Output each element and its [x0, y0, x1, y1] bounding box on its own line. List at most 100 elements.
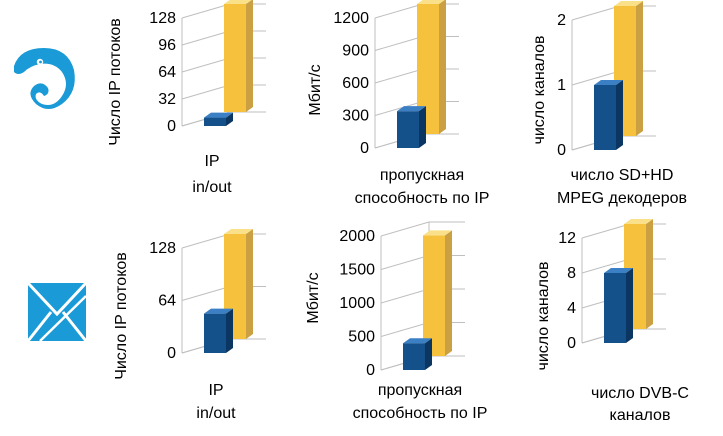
- y-tick-label: 12: [558, 230, 576, 247]
- chart-2: 0 300 600 900 1200 Мбит/с пропускная способност…: [307, 0, 489, 207]
- bar-gold-top: [224, 0, 252, 4]
- bar-blue: [604, 268, 633, 343]
- bar-gold: [224, 0, 253, 112]
- y-axis-label: Число IP потоков: [107, 18, 124, 146]
- y-tick-label: 900: [342, 43, 369, 60]
- y-axis-label: Число IP потоков: [113, 252, 130, 380]
- bar-blue-front: [204, 117, 226, 126]
- gridline-side: [374, 101, 424, 116]
- x-axis-label: число DVB-C: [591, 385, 689, 402]
- bar-gold-side: [445, 230, 452, 356]
- envelope-logo-icon: [26, 281, 88, 342]
- y-tick-label: 300: [342, 108, 369, 125]
- gridline-side: [181, 84, 231, 100]
- gridline-side: [571, 70, 621, 86]
- x-axis-label: число SD+HD: [571, 167, 674, 184]
- bar-gold: [423, 230, 452, 356]
- bar-gold-side: [646, 219, 653, 329]
- y-tick-label: 0: [366, 362, 375, 379]
- x-axis-label: пропускная: [378, 382, 462, 399]
- gridline-side: [380, 322, 430, 337]
- bar-gold-side: [636, 1, 643, 136]
- y-tick-label: 8: [567, 265, 576, 282]
- y-tick-label: 0: [167, 118, 176, 135]
- y-tick-label: 0: [360, 140, 369, 157]
- bar-gold-side: [439, 0, 446, 134]
- bar-gold-top: [423, 230, 452, 236]
- y-tick-label: 500: [348, 329, 375, 346]
- chameleon-logo-icon: [14, 48, 75, 109]
- bar-blue-side: [626, 268, 633, 343]
- gridline-side: [380, 221, 430, 237]
- x-axis-label: пропускная: [380, 167, 464, 184]
- bar-gold-side: [246, 229, 253, 339]
- bar-blue-top: [604, 268, 633, 273]
- bar-blue-front: [204, 313, 226, 353]
- bar-blue-front: [403, 343, 425, 370]
- y-tick-label: 0: [557, 142, 566, 159]
- gridline-side: [181, 57, 231, 73]
- y-axis-label: число каналов: [535, 261, 552, 370]
- bar-blue-top: [397, 106, 426, 112]
- bar-blue-top: [204, 112, 233, 118]
- bar-blue-side: [419, 106, 426, 148]
- x-axis-label: IP: [204, 153, 219, 170]
- y-axis-label: Мбит/с: [305, 272, 322, 323]
- bar-blue: [403, 338, 432, 370]
- y-tick-label: 600: [342, 75, 369, 92]
- y-axis-label: число каналов: [531, 35, 548, 144]
- chart-1: 0 32 64 96 128 Число IP потоков IP in/out: [107, 0, 266, 196]
- gridline-side: [380, 288, 430, 304]
- bar-blue-side: [226, 308, 233, 353]
- x-axis-label: in/out: [192, 179, 232, 196]
- bar-blue-front: [604, 273, 626, 343]
- gridline-side: [374, 68, 424, 84]
- x-axis-label: IP: [208, 382, 223, 399]
- y-tick-label: 1000: [339, 295, 375, 312]
- y-tick-label: 4: [567, 300, 576, 317]
- bar-gold-top: [224, 229, 253, 234]
- y-tick-label: 0: [167, 345, 176, 362]
- gridline-side: [181, 233, 231, 249]
- y-tick-label: 32: [158, 91, 176, 108]
- y-tick-label: 1: [557, 77, 566, 94]
- bar-gold-front: [224, 4, 246, 112]
- bar-blue-top: [594, 80, 623, 85]
- y-axis-label: Мбит/с: [307, 64, 324, 115]
- chart-4: 0 64 128 Число IP потоков IP in/out: [113, 229, 266, 422]
- y-tick-label: 2: [557, 12, 566, 29]
- y-tick-label: 1200: [333, 10, 369, 27]
- bar-blue: [397, 106, 426, 148]
- gridline-side: [571, 5, 621, 21]
- y-tick-label: 0: [567, 335, 576, 352]
- bar-blue-side: [425, 338, 432, 370]
- gridline-side: [581, 258, 631, 274]
- gridline-side: [181, 286, 231, 301]
- gridline-side: [181, 30, 231, 46]
- bar-gold-top: [614, 1, 643, 6]
- bar-gold-front: [423, 235, 445, 356]
- chart-6: 0 4 8 12 число каналов число DVB-C каналов: [535, 219, 689, 424]
- y-tick-label: 1500: [339, 262, 375, 279]
- chart-3: 0 1 2 число каналов число SD+HD MPEG декодеро…: [531, 1, 687, 207]
- x-axis-label: MPEG декодеров: [557, 190, 687, 207]
- bar-blue-side: [226, 112, 233, 126]
- bar-blue-front: [397, 111, 419, 148]
- bar-gold-side: [246, 0, 253, 112]
- y-tick-label: 64: [158, 64, 176, 81]
- gridline-side: [380, 255, 430, 270]
- bar-gold-front: [417, 4, 439, 134]
- gridline-side: [581, 223, 631, 239]
- bar-gold-top: [624, 219, 653, 224]
- bar-blue-front: [594, 85, 616, 150]
- y-tick-label: 128: [149, 240, 176, 257]
- y-tick-label: 128: [149, 10, 176, 27]
- y-tick-label: 2000: [339, 228, 375, 245]
- bar-blue: [204, 308, 233, 353]
- chart-5: 0 500 1000 1500 2000 Мбит/с пропускная способно…: [305, 221, 488, 422]
- bar-blue-top: [403, 338, 432, 344]
- x-axis-label: способность по IP: [353, 405, 488, 422]
- bar-blue: [594, 80, 623, 150]
